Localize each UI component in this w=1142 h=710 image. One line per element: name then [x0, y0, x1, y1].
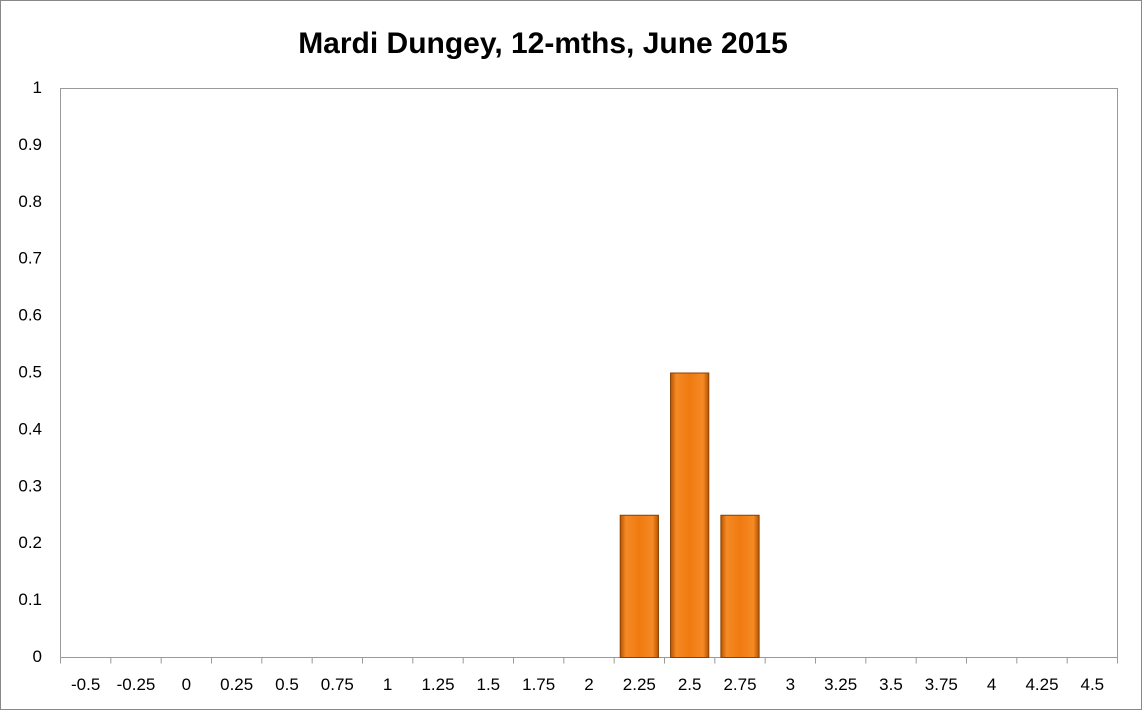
y-tick-label: 0.7 — [18, 249, 42, 268]
x-tick-label: 1 — [383, 675, 392, 694]
y-tick-label: 0.2 — [18, 533, 42, 552]
bar — [670, 372, 710, 658]
y-tick-label: 0.6 — [18, 306, 42, 325]
y-tick-label: 0.5 — [18, 362, 42, 381]
y-tick-label: 0.3 — [18, 476, 42, 495]
x-tick-label: 2.5 — [678, 675, 702, 694]
x-tick-label: 4.5 — [1081, 675, 1105, 694]
x-tick-label: 3.5 — [879, 675, 903, 694]
bar — [619, 514, 659, 658]
bar — [720, 514, 760, 658]
x-tick-label: 3.25 — [824, 675, 857, 694]
x-tick-label: 3.75 — [925, 675, 958, 694]
plot-area — [60, 88, 1118, 658]
y-tick-label: 0.4 — [18, 419, 42, 438]
x-tick-label: 1.5 — [477, 675, 501, 694]
x-tick-label: 0.5 — [275, 675, 299, 694]
y-tick-label: 0.8 — [18, 192, 42, 211]
x-tick-label: 0.75 — [321, 675, 354, 694]
y-tick-label: 0 — [33, 647, 42, 666]
x-tick-label: 2.75 — [723, 675, 756, 694]
y-tick-label: 1 — [33, 78, 42, 97]
x-tick-label: 4 — [987, 675, 996, 694]
x-tick-label: -0.25 — [117, 675, 156, 694]
chart-title: Mardi Dungey, 12-mths, June 2015 — [298, 27, 788, 60]
x-tick-label: -0.5 — [71, 675, 100, 694]
x-tick-label: 3 — [786, 675, 795, 694]
y-tick-label: 0.9 — [18, 135, 42, 154]
x-tick-label: 0 — [182, 675, 191, 694]
y-tick-label: 0.1 — [18, 590, 42, 609]
x-tick-label: 1.75 — [522, 675, 555, 694]
x-tick-label: 4.25 — [1025, 675, 1058, 694]
x-tick-label: 2 — [584, 675, 593, 694]
x-tick-label: 1.25 — [421, 675, 454, 694]
x-tick-label: 2.25 — [623, 675, 656, 694]
x-tick-label: 0.25 — [220, 675, 253, 694]
